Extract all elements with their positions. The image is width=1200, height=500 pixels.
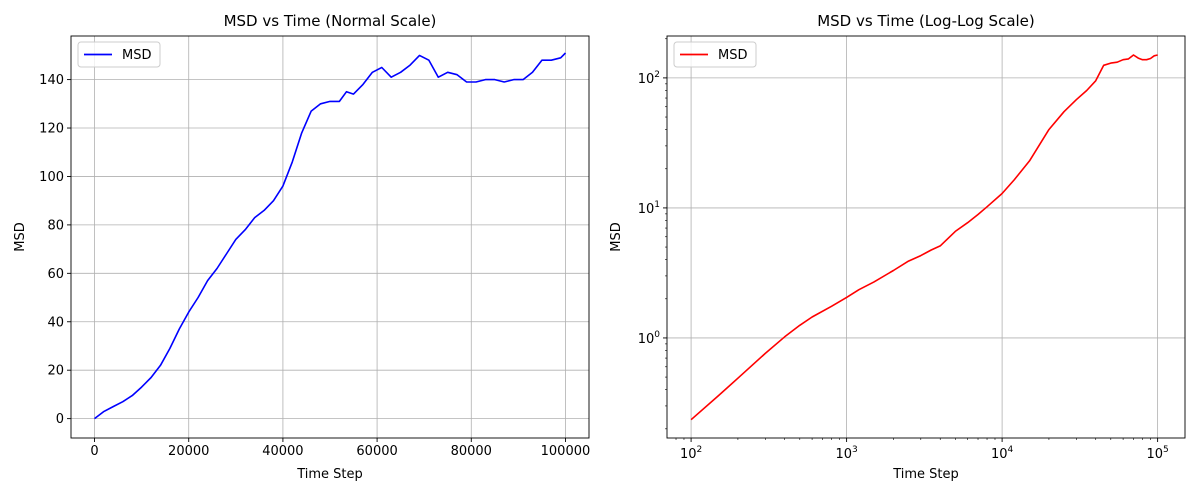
y-tick-label: 100 <box>39 170 64 185</box>
y-tick-label-base: 10 <box>638 332 655 347</box>
legend: MSD <box>673 41 757 68</box>
y-tick-label: 0 <box>56 412 64 427</box>
grid <box>71 36 589 438</box>
y-tick-label: 140 <box>39 73 64 88</box>
y-tick-label: 40 <box>47 315 64 330</box>
axes-frame <box>666 35 1186 439</box>
x-tick-label-base: 10 <box>835 447 852 462</box>
x-tick-label: 103 <box>835 445 857 462</box>
x-tick-label: 105 <box>1146 445 1168 462</box>
chart-title: MSD vs Time (Normal Scale) <box>224 12 437 30</box>
x-tick-label: 0 <box>90 444 98 459</box>
legend: MSD <box>77 41 161 68</box>
legend-box <box>673 41 757 68</box>
x-tick-label-base: 10 <box>991 447 1008 462</box>
chart-title: MSD vs Time (Log-Log Scale) <box>817 12 1035 30</box>
x-tick-label: 104 <box>991 445 1014 462</box>
x-tick-label: 80000 <box>451 444 492 459</box>
x-tick-label: 40000 <box>262 444 303 459</box>
legend-label: MSD <box>122 48 151 63</box>
x-tick-label: 60000 <box>356 444 397 459</box>
x-tick-label: 100000 <box>541 444 591 459</box>
y-axis-label: MSD <box>13 222 28 251</box>
y-tick-label-base: 10 <box>638 202 655 217</box>
x-axis-ticks: 0 20000 40000 60000 80000 100000 <box>90 438 590 459</box>
x-axis-ticks: 102 103 104 105 <box>675 438 1169 462</box>
series-line-msd <box>94 52 567 420</box>
x-tick-label-base: 10 <box>680 447 697 462</box>
x-tick-label: 20000 <box>168 444 209 459</box>
y-tick-label: 20 <box>47 364 64 379</box>
axes-frame <box>70 35 590 439</box>
y-tick-label: 60 <box>47 267 64 282</box>
y-tick-label-base: 10 <box>638 72 655 87</box>
y-tick-label-exponent: 1 <box>654 200 660 210</box>
y-tick-label: 120 <box>39 122 64 137</box>
x-tick-label-exponent: 4 <box>1008 445 1014 455</box>
series-line-msd <box>690 54 1158 421</box>
x-axis-label: Time Step <box>296 467 363 482</box>
grid <box>667 36 1185 438</box>
x-tick-label: 102 <box>680 445 702 462</box>
y-tick-label-exponent: 2 <box>654 70 660 80</box>
chart-panel-normal-scale: 0 20000 40000 60000 80000 100000 0 20 40 60 80 100 1… <box>13 12 590 482</box>
y-tick-label: 102 <box>638 70 660 87</box>
y-tick-label: 100 <box>638 330 661 347</box>
y-tick-label: 80 <box>47 218 64 233</box>
x-tick-label-exponent: 2 <box>696 445 702 455</box>
y-axis-label: MSD <box>609 222 624 251</box>
y-tick-label: 101 <box>638 200 660 217</box>
x-tick-label-exponent: 5 <box>1163 445 1169 455</box>
legend-box <box>77 41 161 68</box>
x-tick-label-base: 10 <box>1146 447 1163 462</box>
legend-label: MSD <box>718 48 747 63</box>
x-axis-label: Time Step <box>892 467 959 482</box>
y-tick-label-exponent: 0 <box>654 330 660 340</box>
x-tick-label-exponent: 3 <box>852 445 858 455</box>
y-axis-ticks: 0 20 40 60 80 100 120 140 <box>39 73 71 427</box>
